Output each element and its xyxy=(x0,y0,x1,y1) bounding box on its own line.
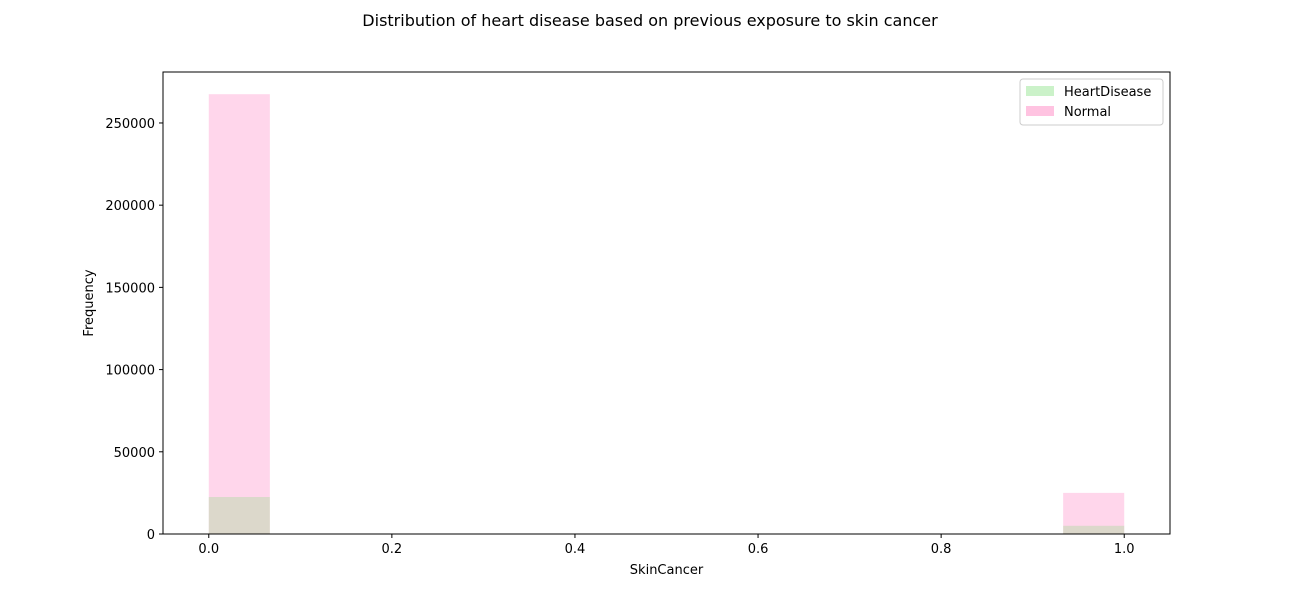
legend-box xyxy=(1019,78,1164,126)
legend-swatch-heartdisease xyxy=(1026,86,1054,96)
plot-frame xyxy=(162,71,1171,535)
bar-normal-0 xyxy=(208,94,270,534)
y-tick-label: 200000 xyxy=(105,199,155,214)
y-tick-label: 0 xyxy=(147,528,155,543)
y-axis-ticks: 0 50000 100000 150000 200000 250000 xyxy=(105,117,163,543)
x-tick-label: 0.8 xyxy=(931,542,952,557)
legend-label-normal: Normal xyxy=(1064,105,1111,120)
legend: HeartDisease Normal xyxy=(1019,78,1164,126)
legend-label-heartdisease: HeartDisease xyxy=(1064,85,1151,100)
y-tick-label: 100000 xyxy=(105,364,155,379)
x-tick-label: 0.0 xyxy=(198,542,219,557)
x-axis-ticks: 0.0 0.2 0.4 0.6 0.8 1.0 xyxy=(198,534,1135,557)
y-axis-label: Frequency xyxy=(82,269,97,336)
x-axis-label: SkinCancer xyxy=(630,563,704,578)
x-tick-label: 0.2 xyxy=(382,542,403,557)
chart-title: Distribution of heart disease based on p… xyxy=(362,11,938,30)
y-tick-label: 50000 xyxy=(114,446,155,461)
legend-swatch-normal xyxy=(1026,106,1054,116)
bars xyxy=(208,94,1125,534)
bar-heartdisease-1 xyxy=(1063,525,1125,534)
x-tick-label: 1.0 xyxy=(1114,542,1135,557)
bar-heartdisease-0 xyxy=(208,497,270,534)
y-tick-label: 150000 xyxy=(105,281,155,296)
bar-normal-1 xyxy=(1063,492,1125,534)
y-tick-label: 250000 xyxy=(105,117,155,132)
x-tick-label: 0.4 xyxy=(565,542,586,557)
x-tick-label: 0.6 xyxy=(748,542,769,557)
